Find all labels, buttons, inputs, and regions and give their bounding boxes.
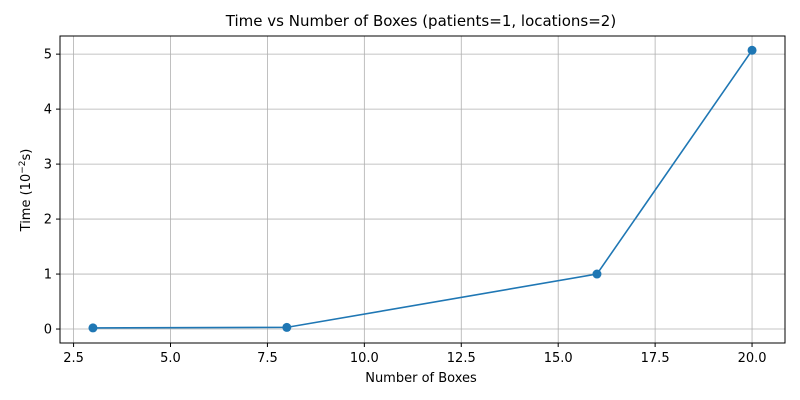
chart-title: Time vs Number of Boxes (patients=1, loc… [225, 12, 616, 30]
series-line-group [88, 45, 757, 333]
data-point [592, 269, 602, 279]
y-tick-label: 2 [44, 213, 52, 228]
x-tick-label: 10.0 [350, 351, 379, 366]
grid-lines [60, 36, 785, 343]
x-axis-label: Number of Boxes [365, 371, 477, 386]
y-tick-label: 0 [44, 323, 52, 338]
y-tick-label: 4 [44, 103, 52, 118]
y-tick-label: 1 [44, 268, 52, 283]
x-tick-label: 12.5 [447, 351, 476, 366]
y-tick-label: 3 [44, 158, 52, 173]
data-point [282, 322, 292, 332]
y-ticks: 0 1 2 3 4 5 [44, 48, 60, 338]
y-axis-label: Time (10−2s) [18, 149, 34, 233]
y-tick-label: 5 [44, 48, 52, 63]
data-point [88, 323, 98, 333]
x-tick-label: 7.5 [257, 351, 278, 366]
x-tick-label: 2.5 [63, 351, 84, 366]
series-line [92, 49, 753, 329]
x-tick-label: 5.0 [160, 351, 181, 366]
plot-frame [59, 35, 786, 344]
x-tick-label: 15.0 [544, 351, 573, 366]
x-tick-label: 17.5 [641, 351, 670, 366]
x-tick-label: 20.0 [738, 351, 767, 366]
x-ticks: 2.5 5.0 7.5 10.0 12.5 15.0 17.5 20.0 [63, 343, 767, 366]
data-point [747, 45, 757, 55]
